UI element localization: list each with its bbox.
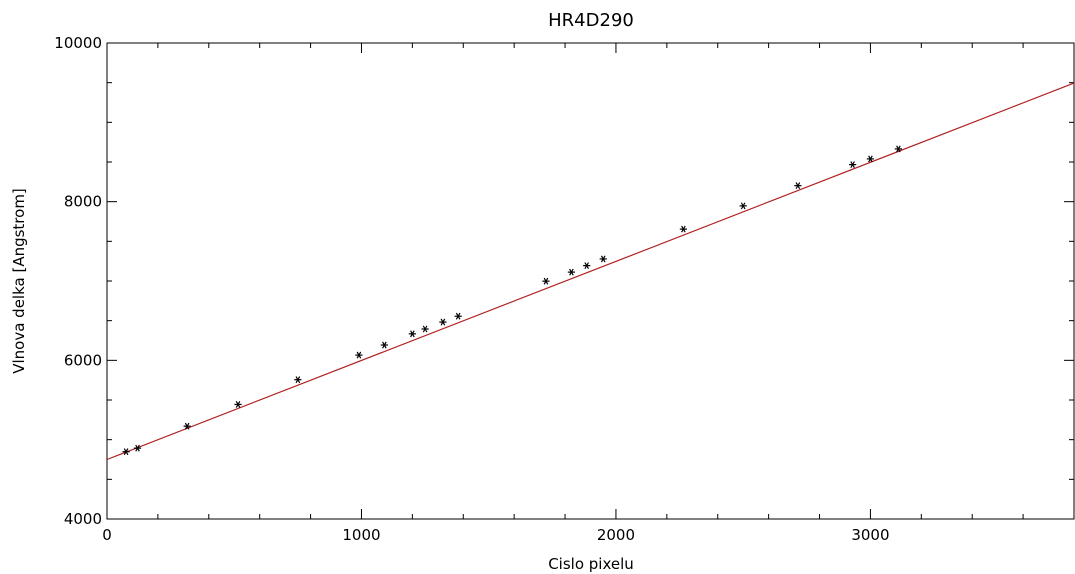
y-tick-label: 8000 <box>64 193 102 211</box>
x-tick-label: 3000 <box>851 526 889 544</box>
y-tick-label: 10000 <box>54 34 102 52</box>
data-point <box>739 202 747 210</box>
x-axis-title: Cislo pixelu <box>548 555 634 573</box>
axis-ticks <box>106 42 1075 520</box>
plot-frame <box>106 42 1075 520</box>
data-point <box>234 401 242 408</box>
data-point <box>408 330 416 338</box>
data-point <box>542 277 550 285</box>
x-tick-labels: 0 1000 2000 3000 <box>102 526 889 544</box>
data-point <box>439 318 447 326</box>
data-point <box>454 312 462 320</box>
x-tick-label: 2000 <box>597 526 635 544</box>
x-tick-label: 1000 <box>342 526 380 544</box>
data-point <box>567 268 576 276</box>
y-tick-labels: 4000 6000 8000 10000 <box>54 34 102 528</box>
data-point <box>583 262 591 270</box>
y-tick-label: 6000 <box>64 351 102 369</box>
data-point <box>599 255 607 263</box>
data-point <box>355 351 363 359</box>
fit-line <box>106 82 1075 461</box>
data-point <box>122 448 130 456</box>
chart-title: HR4D290 <box>548 10 634 31</box>
y-tick-label: 4000 <box>64 510 102 528</box>
data-points <box>122 145 903 456</box>
data-point <box>421 325 429 333</box>
data-point <box>183 422 191 430</box>
data-point <box>133 444 142 452</box>
data-point <box>679 225 687 233</box>
data-point <box>866 155 875 163</box>
data-point <box>794 182 802 190</box>
data-point <box>380 341 388 349</box>
data-point <box>894 145 903 153</box>
y-axis-title: Vlnova delka [Angstrom] <box>10 188 28 374</box>
x-tick-label: 0 <box>102 526 112 544</box>
data-point <box>849 161 857 169</box>
data-point <box>294 376 302 384</box>
